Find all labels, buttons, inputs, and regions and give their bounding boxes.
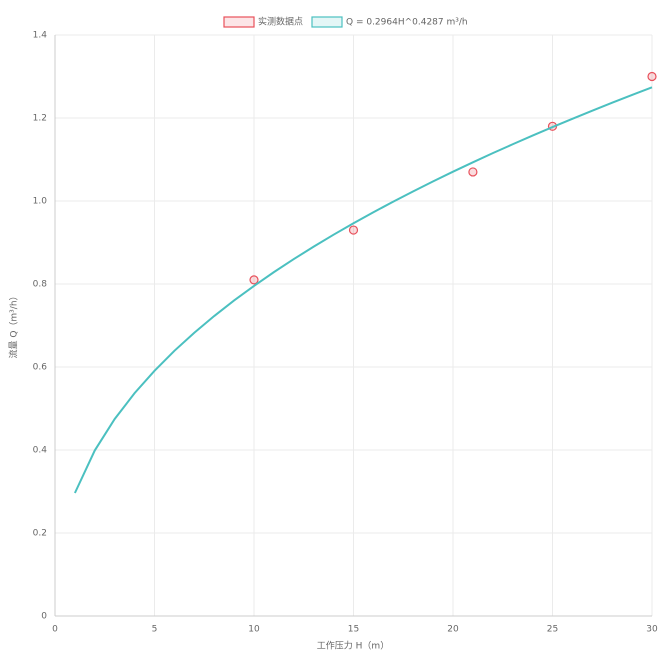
- x-tick-label: 20: [447, 625, 459, 635]
- fit-line: [73, 86, 653, 494]
- y-tick-label: 1.0: [33, 197, 48, 207]
- y-tick-label: 0.8: [33, 280, 48, 290]
- y-tick-label: 1.4: [33, 31, 48, 41]
- legend-swatch: [311, 16, 343, 28]
- y-tick-label: 0: [41, 612, 47, 622]
- y-axis-label: 流量 Q（m³/h）: [8, 291, 20, 358]
- y-tick-label: 0.2: [33, 529, 47, 539]
- y-tick-label: 1.2: [33, 114, 47, 124]
- x-tick-label: 5: [152, 625, 158, 635]
- x-tick-label: 15: [348, 625, 359, 635]
- x-axis-label: 工作压力 H（m）: [317, 640, 389, 652]
- x-tick-label: 30: [646, 625, 658, 635]
- legend-swatch: [223, 16, 255, 28]
- y-tick-label: 0.4: [33, 446, 48, 456]
- data-point: [249, 275, 259, 285]
- data-point: [468, 167, 478, 177]
- x-tick-label: 0: [52, 625, 58, 635]
- legend-label: 实测数据点: [258, 16, 303, 28]
- legend-label: Q = 0.2964H^0.4287 m³/h: [346, 18, 468, 28]
- y-tick-label: 0.6: [33, 363, 48, 373]
- x-tick-label: 10: [248, 625, 260, 635]
- x-tick-label: 25: [547, 625, 558, 635]
- data-point: [647, 71, 657, 82]
- data-point: [348, 225, 359, 235]
